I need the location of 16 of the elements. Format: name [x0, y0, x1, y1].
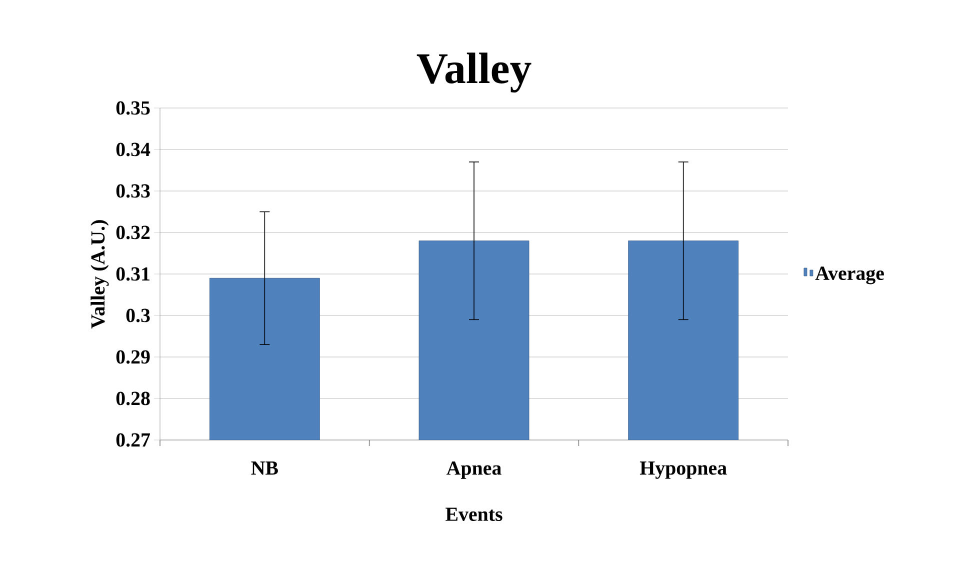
- x-tick-label: Hypopnea: [640, 462, 727, 479]
- y-tick-label: 0.28: [116, 392, 150, 406]
- y-tick-label: 0.31: [116, 267, 150, 281]
- y-tick-label: 0.32: [116, 226, 150, 240]
- legend-label: Average: [815, 266, 884, 284]
- y-tick-label: 0.34: [116, 142, 150, 156]
- chart-title: Valley: [416, 52, 532, 92]
- y-tick-label: 0.33: [116, 184, 150, 198]
- x-tick-label: NB: [251, 462, 278, 475]
- x-tick-label: Apnea: [446, 462, 502, 479]
- y-tick-label: 0.3: [126, 308, 150, 322]
- x-axis-title: Events: [446, 508, 502, 521]
- y-tick-label: 0.27: [116, 433, 150, 447]
- y-tick-label: 0.35: [116, 101, 150, 115]
- y-axis-title: Valley (A.U.): [90, 220, 109, 328]
- y-tick-label: 0.29: [116, 350, 150, 364]
